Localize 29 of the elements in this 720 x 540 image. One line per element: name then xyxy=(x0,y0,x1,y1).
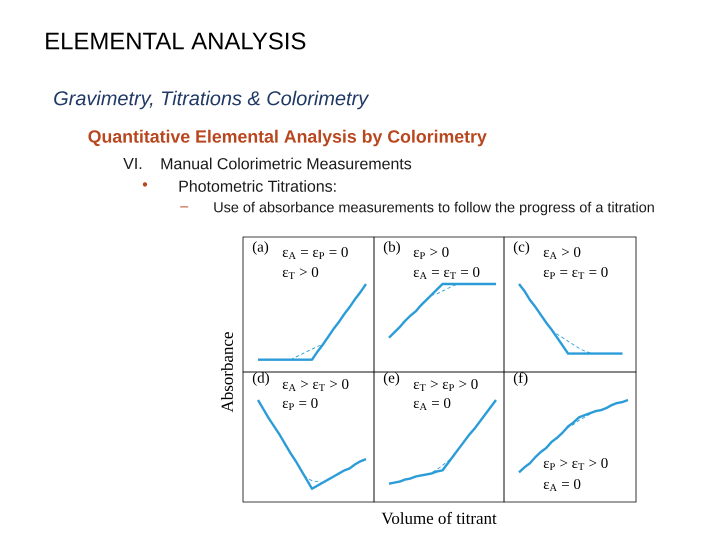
chart-title: (e) xyxy=(384,372,400,386)
chart-title: (f) xyxy=(514,372,528,386)
chart-title: (a) xyxy=(252,241,268,255)
text: ε$_{T}$ > 0 xyxy=(282,266,318,280)
text: Gravimetry, Titrations & Colorimetry xyxy=(54,90,370,110)
text: ε$_{A}$ > ε$_{T}$ > 0 xyxy=(282,378,348,392)
text: ε$_{P}$ = ε$_{T}$ = 0 xyxy=(544,266,608,280)
annotation: ε$_{P}$ = 0 xyxy=(282,398,318,410)
annotation: ε$_{P}$ > ε$_{T}$ > 0 xyxy=(544,458,608,470)
annotation: ε$_{A}$ = 0 xyxy=(414,398,450,410)
text: Use of absorbance measurements to follow the progress of a titration xyxy=(214,202,654,216)
chart-title: (b) xyxy=(384,241,400,255)
text: Manual Colorimetric Measurements xyxy=(162,158,412,170)
text: – xyxy=(180,206,188,208)
text: ε$_{P}$ > 0 xyxy=(414,246,449,260)
text: Quantitative Elemental Analysis by Colorimetry xyxy=(88,130,487,146)
x-axis-title: Volume of titrant xyxy=(381,512,497,524)
text: Photometric Titrations: xyxy=(180,180,336,192)
text: ε$_{A}$ > 0 xyxy=(544,246,580,260)
y-axis-title: Absorbance xyxy=(221,332,233,412)
text: ε$_{A}$ = ε$_{P}$ = 0 xyxy=(282,246,348,260)
text: ε$_{T}$ > ε$_{P}$ > 0 xyxy=(414,378,478,392)
text: ELEMENTAL ANALYSIS xyxy=(46,32,306,50)
chart-title: (d) xyxy=(252,372,269,386)
annotation: ε$_{A}$ = 0 xyxy=(544,478,580,492)
text: • xyxy=(142,182,148,187)
text: VI. xyxy=(123,158,142,169)
chart-title: (c) xyxy=(514,241,530,255)
text: ε$_{A}$ = ε$_{T}$ = 0 xyxy=(414,266,480,280)
